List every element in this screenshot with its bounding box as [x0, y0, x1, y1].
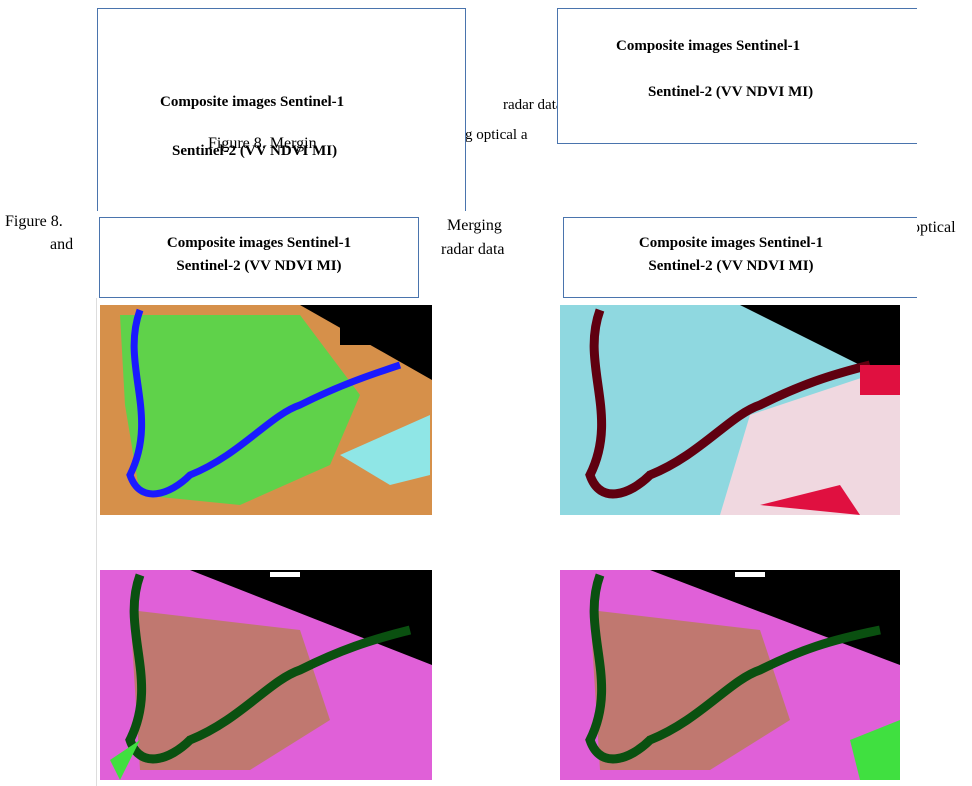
- caption-fragment: radar data: [441, 241, 505, 259]
- text-box: [557, 8, 917, 144]
- satellite-image: [560, 305, 900, 515]
- box-line: Composite images Sentinel-1: [616, 38, 800, 55]
- caption-fragment: Figure 8.: [5, 213, 63, 231]
- satellite-image: [100, 305, 432, 515]
- margin-line: [96, 298, 97, 786]
- box-line: Sentinel-2 (VV NDVI MI): [563, 258, 899, 275]
- caption-fragment: radar data: [503, 97, 563, 114]
- satellite-image: [560, 570, 900, 780]
- caption-fragment: and: [50, 236, 73, 254]
- box-line: Sentinel-2 (VV NDVI MI): [648, 84, 813, 101]
- caption-fragment: optical: [912, 219, 956, 237]
- caption-fragment: g optical a: [465, 127, 527, 144]
- page: {"boxes": [ {"lines": ["Composite images…: [0, 0, 972, 786]
- box-line: Composite images Sentinel-1: [99, 235, 419, 252]
- box-line: Sentinel-2 (VV NDVI MI): [99, 258, 419, 275]
- box-line: Composite images Sentinel-1: [160, 94, 344, 111]
- caption-fragment: Merging: [447, 217, 502, 235]
- satellite-image: [100, 570, 432, 780]
- box-line: Composite images Sentinel-1: [563, 235, 899, 252]
- box-line: Sentinel-2 (VV NDVI MI): [172, 143, 337, 160]
